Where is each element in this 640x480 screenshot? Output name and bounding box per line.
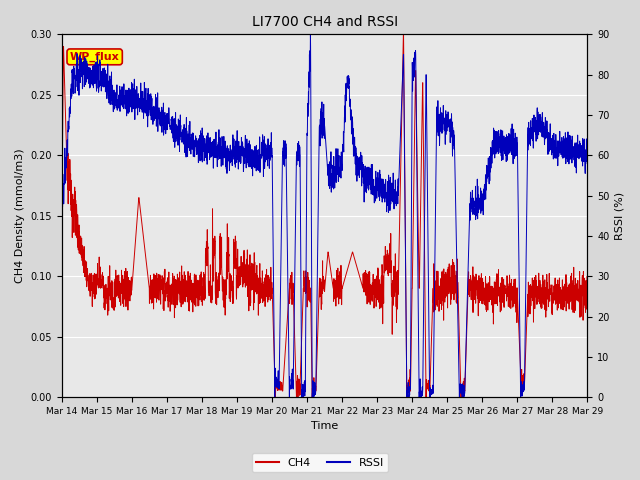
RSSI xyxy=(472,205,479,211)
Legend: CH4, RSSI: CH4, RSSI xyxy=(252,453,388,472)
Y-axis label: RSSI (%): RSSI (%) xyxy=(615,192,625,240)
CH4 xyxy=(271,394,279,400)
Title: LI7700 CH4 and RSSI: LI7700 CH4 and RSSI xyxy=(252,15,397,29)
RSSI xyxy=(392,191,400,196)
Line: CH4: CH4 xyxy=(62,35,588,397)
Y-axis label: CH4 Density (mmol/m3): CH4 Density (mmol/m3) xyxy=(15,148,25,283)
CH4 xyxy=(504,293,511,299)
RSSI xyxy=(166,121,173,127)
RSSI xyxy=(504,157,511,163)
RSSI xyxy=(584,150,591,156)
Text: WP_flux: WP_flux xyxy=(70,52,120,62)
RSSI xyxy=(438,119,446,125)
CH4 xyxy=(438,270,446,276)
CH4 xyxy=(392,287,399,293)
CH4 xyxy=(472,290,479,296)
CH4 xyxy=(578,292,586,298)
CH4 xyxy=(166,287,173,292)
CH4 xyxy=(58,213,66,218)
RSSI xyxy=(58,191,66,197)
RSSI xyxy=(271,394,278,400)
Line: RSSI: RSSI xyxy=(62,35,588,397)
CH4 xyxy=(584,280,591,286)
RSSI xyxy=(578,154,586,159)
X-axis label: Time: Time xyxy=(311,421,339,432)
CH4 xyxy=(399,32,407,37)
RSSI xyxy=(307,32,314,37)
